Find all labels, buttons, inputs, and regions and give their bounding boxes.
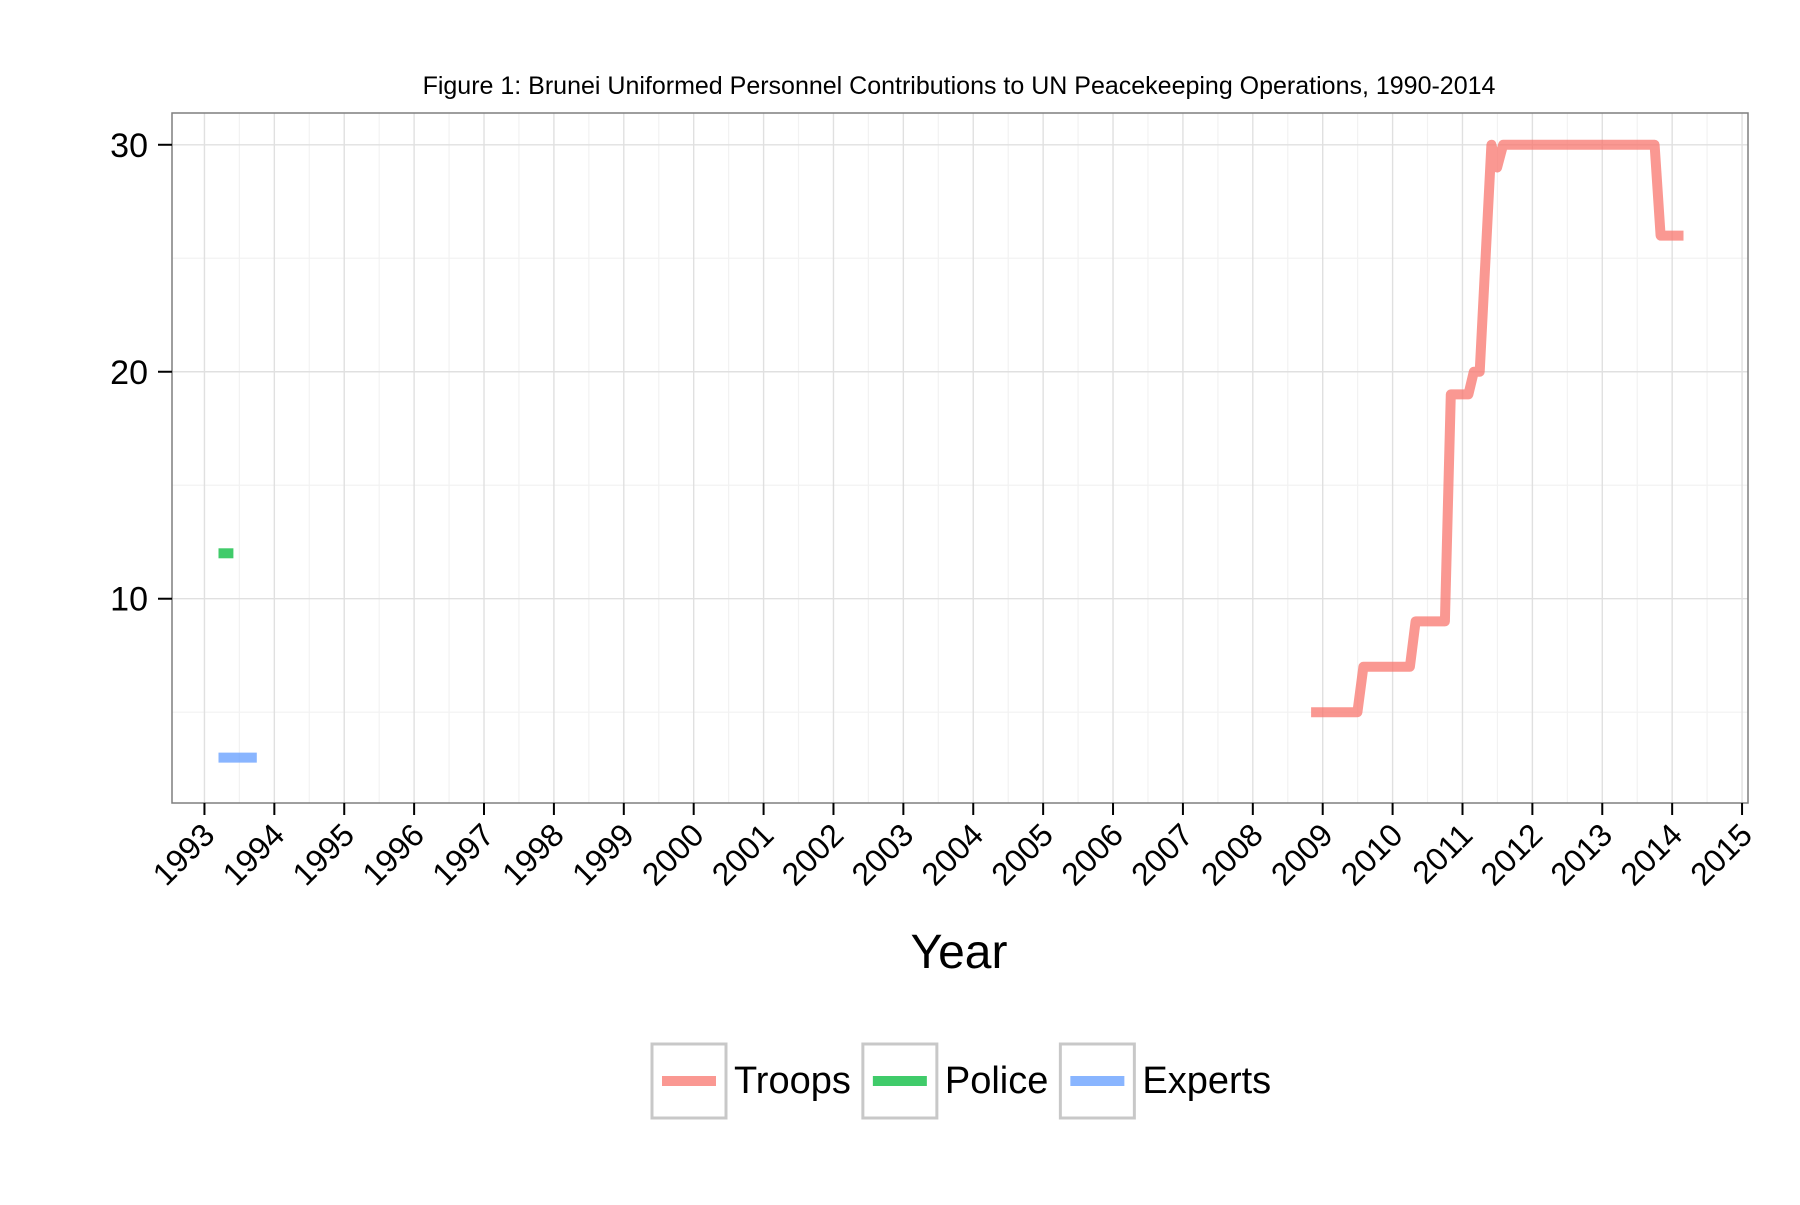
series-line-troops [1311, 139, 1684, 718]
legend-label-troops: Troops [734, 1060, 851, 1102]
x-tick-label: 2014 [1613, 816, 1689, 892]
series-layer [218, 139, 1684, 763]
x-tick-label: 2015 [1683, 816, 1759, 892]
x-tick-label: 1995 [285, 816, 361, 892]
x-tick-label: 2006 [1054, 816, 1130, 892]
x-tick-label: 2000 [635, 816, 711, 892]
legend: Troops Police Experts [650, 1042, 1271, 1120]
x-tick-label: 2011 [1405, 816, 1479, 890]
x-tick-label: 2004 [914, 816, 990, 892]
legend-label-experts: Experts [1142, 1060, 1271, 1102]
y-tick-label: 10 [110, 581, 148, 619]
x-tick-label: 2009 [1264, 816, 1340, 892]
y-tick-label: 30 [110, 127, 148, 165]
legend-item-troops: Troops [650, 1042, 851, 1120]
x-tick-label: 1998 [495, 816, 571, 892]
x-tick-label: 2007 [1124, 816, 1200, 892]
legend-item-police: Police [861, 1042, 1049, 1120]
x-tick-label: 1994 [215, 816, 291, 892]
y-tick-label: 20 [110, 354, 148, 392]
grid-layer [172, 113, 1748, 803]
x-tick-label: 2005 [984, 816, 1060, 892]
x-tick-label: 2012 [1474, 816, 1550, 892]
x-tick-label: 1996 [355, 816, 431, 892]
x-tick-label: 2001 [705, 816, 781, 892]
x-tick-label: 2010 [1334, 816, 1410, 892]
legend-label-police: Police [945, 1060, 1049, 1102]
x-tick-label: 2003 [845, 816, 921, 892]
x-tick-label: 1999 [565, 816, 641, 892]
x-tick-label: 1997 [425, 816, 501, 892]
x-tick-label: 2008 [1194, 816, 1270, 892]
x-tick-label: 2002 [775, 816, 851, 892]
x-axis-label: Year [911, 926, 1008, 979]
chart-title: Figure 1: Brunei Uniformed Personnel Con… [423, 72, 1496, 100]
axis-layer: 1020301993199419951996199719981999200020… [110, 127, 1759, 893]
x-tick-label: 2013 [1543, 816, 1619, 892]
plot-border [171, 112, 1749, 804]
legend-item-experts: Experts [1058, 1042, 1271, 1120]
x-tick-label: 1993 [146, 816, 222, 892]
